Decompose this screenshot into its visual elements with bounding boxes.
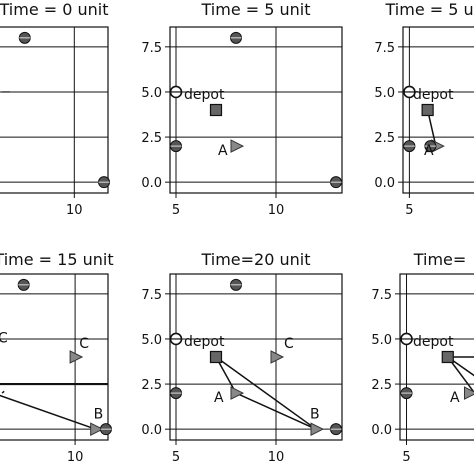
depot-node-point <box>169 85 183 99</box>
point-label: C <box>0 331 8 347</box>
y-tick-label: 2.5 <box>141 378 162 393</box>
y-tick-label: 2.5 <box>371 378 392 393</box>
node-point <box>170 387 182 400</box>
depot-square-marker <box>209 350 223 364</box>
vehicle-triangle-marker <box>230 139 245 153</box>
node-point <box>400 387 413 400</box>
subplot-title: Time = 0 unit <box>0 0 109 19</box>
y-tick-label: 5.0 <box>374 86 395 101</box>
point-label: B <box>94 406 104 422</box>
plot-frame <box>0 26 109 194</box>
subplot-3: Time = 5 unit 5 0.0 2.5 5.0 7.5 depot A <box>374 0 474 218</box>
point-label: depot <box>184 334 225 350</box>
node-point <box>18 31 31 44</box>
node-point <box>424 140 437 153</box>
subplot-title: Time = 15 unit <box>0 250 114 269</box>
y-tick-label: 7.5 <box>371 288 392 303</box>
y-tick-label: 0.0 <box>141 423 162 438</box>
point-label: A <box>214 390 224 406</box>
subplot-title: Time=20 unit <box>200 250 310 269</box>
point-label: B <box>310 406 320 422</box>
y-tick-label: 5.0 <box>371 333 392 348</box>
depot-node-point <box>403 85 416 99</box>
subplot-title: Time= <box>413 250 467 269</box>
y-tick-label: 7.5 <box>141 41 162 56</box>
vehicle-triangle-marker <box>230 386 245 400</box>
depot-square-marker <box>441 350 454 364</box>
x-tick-label: 10 <box>67 450 84 465</box>
point-label: depot <box>413 334 454 350</box>
point-label: depot <box>184 87 225 103</box>
x-tick-label: 5 <box>172 450 180 465</box>
subplot-2: Time = 5 unit 5 10 0.0 2.5 5.0 7.5 depot A <box>141 0 343 218</box>
subplot-4: Time = 15 unit 10 C B C <box>0 250 114 465</box>
point-label: C <box>79 336 89 352</box>
route-edge <box>0 394 96 430</box>
node-point <box>403 140 416 153</box>
y-tick-label: 0.0 <box>371 423 392 438</box>
vehicle-triangle-marker <box>69 350 84 364</box>
plot-frame <box>0 273 109 441</box>
y-tick-label: 2.5 <box>374 131 395 146</box>
x-tick-label: 10 <box>268 203 285 218</box>
depot-square-marker <box>421 103 434 117</box>
y-tick-label: 2.5 <box>141 131 162 146</box>
subplot-title: Time = 5 unit <box>201 0 311 19</box>
route-edge <box>1 390 5 394</box>
node-point <box>170 140 182 153</box>
route-edge <box>235 392 317 430</box>
subplot-6: Time= 5 0.0 2.5 5.0 7.5 depot A <box>371 250 474 465</box>
x-tick-label: 5 <box>405 203 413 218</box>
vehicle-triangle-marker <box>310 422 325 436</box>
node-point <box>330 423 342 436</box>
node-point <box>99 423 112 436</box>
plot-frame <box>169 26 343 194</box>
y-tick-label: 5.0 <box>141 86 162 101</box>
y-tick-label: 0.0 <box>374 176 395 191</box>
x-tick-label: 10 <box>268 450 285 465</box>
y-tick-label: 5.0 <box>141 333 162 348</box>
point-label: A <box>218 143 228 159</box>
depot-node-point <box>400 332 413 346</box>
route-edge <box>447 356 474 394</box>
x-tick-label: 5 <box>402 450 410 465</box>
subplot-title: Time = 5 unit <box>385 0 474 19</box>
point-label: A <box>450 390 460 406</box>
node-point <box>230 31 242 44</box>
point-label: A <box>424 143 434 159</box>
subplot-5: Time=20 unit 5 10 0.0 2.5 5.0 7.5 depot A C B <box>141 250 343 465</box>
vehicle-triangle-marker <box>90 422 104 436</box>
depot-node-point <box>169 332 183 346</box>
vehicle-triangle-marker <box>270 350 285 364</box>
node-point <box>330 176 342 189</box>
y-tick-label: 0.0 <box>141 176 162 191</box>
subplot-1: Time = 0 unit 10 <box>0 0 111 218</box>
node-point <box>17 278 30 291</box>
x-tick-label: 10 <box>66 203 83 218</box>
node-point <box>98 176 111 189</box>
node-point <box>230 278 242 291</box>
y-tick-label: 7.5 <box>141 288 162 303</box>
plot-frame <box>402 26 474 194</box>
vehicle-triangle-marker <box>463 386 474 400</box>
point-label: C <box>284 336 294 352</box>
x-tick-label: 5 <box>172 203 180 218</box>
plot-frame <box>169 273 343 441</box>
plot-frame <box>399 273 474 441</box>
point-label: depot <box>413 87 454 103</box>
y-tick-label: 7.5 <box>374 41 395 56</box>
route-edge <box>215 356 317 430</box>
depot-square-marker <box>209 103 223 117</box>
